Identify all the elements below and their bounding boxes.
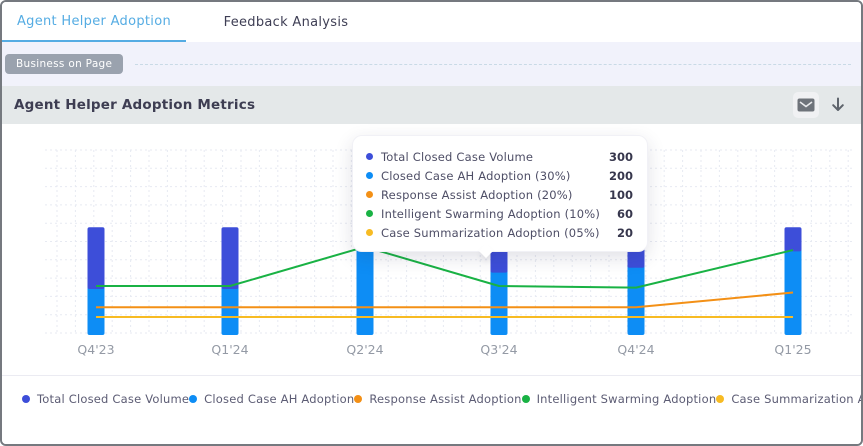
legend-label: Case Summarization Adoption <box>731 392 861 406</box>
legend-item[interactable]: Closed Case AH Adoption <box>189 392 354 406</box>
legend-dot-icon <box>354 395 363 403</box>
tooltip-series-label: Closed Case AH Adoption (30%) <box>381 168 571 183</box>
bar-total-closed-case-volume[interactable] <box>87 227 105 289</box>
legend-item[interactable]: Response Assist Adoption <box>354 392 521 406</box>
business-on-page-chip[interactable]: Business on Page <box>5 54 124 74</box>
tooltip-series-label: Response Assist Adoption (20%) <box>381 187 573 202</box>
context-strip: Business on Page <box>2 42 861 86</box>
legend-dot-icon <box>22 395 30 403</box>
tooltip-row: Total Closed Case Volume 300 <box>366 147 633 166</box>
series-dot-icon <box>366 210 373 217</box>
chart-area: Q4'23 Q1'24 Q2'24 Q3'24 Q4'24 Q1'25 Total Clo… <box>2 124 861 375</box>
chart-legend: Total Closed Case Volume Closed Case AH A… <box>2 375 861 444</box>
bar-total-closed-case-volume[interactable] <box>784 227 802 252</box>
bar-closed-case-ah-adoption[interactable] <box>87 286 105 335</box>
legend-item[interactable]: Intelligent Swarming Adoption <box>521 392 717 406</box>
legend-label: Total Closed Case Volume <box>37 392 190 406</box>
x-axis-label: Q4'24 <box>617 342 654 357</box>
legend-dot-icon <box>716 395 725 403</box>
legend-item[interactable]: Case Summarization Adoption <box>716 392 861 406</box>
series-dot-icon <box>366 172 373 179</box>
line-response-assist-adoption[interactable] <box>96 291 794 309</box>
x-axis-label: Q4'23 <box>77 342 114 357</box>
tooltip-row: Closed Case AH Adoption (30%) 200 <box>366 166 633 185</box>
tooltip-series-value: 60 <box>616 206 633 221</box>
x-axis-label: Q3'24 <box>480 342 517 357</box>
tooltip-series-label: Intelligent Swarming Adoption (10%) <box>381 206 601 221</box>
x-axis-label: Q2'24 <box>346 342 383 357</box>
tab-label: Agent Helper Adoption <box>16 13 172 29</box>
tooltip-row: Response Assist Adoption (20%) 100 <box>366 185 633 204</box>
tooltip-row: Case Summarization Adoption (05%) 20 <box>366 223 633 242</box>
tab-label: Feedback Analysis <box>223 14 349 30</box>
x-axis-label: Q1'24 <box>211 342 248 357</box>
x-axis-label: Q1'25 <box>774 342 811 357</box>
bar-closed-case-ah-adoption[interactable] <box>784 248 802 335</box>
mail-icon <box>797 98 815 112</box>
tab-agent-helper-adoption[interactable]: Agent Helper Adoption <box>2 2 186 42</box>
bar-closed-case-ah-adoption[interactable] <box>221 286 239 335</box>
tab-bar: Agent Helper Adoption Feedback Analysis <box>2 2 861 42</box>
legend-item[interactable]: Total Closed Case Volume <box>22 392 189 406</box>
bar-total-closed-case-volume[interactable] <box>221 227 239 289</box>
dashed-divider <box>135 63 851 65</box>
tooltip-series-value: 100 <box>608 187 633 202</box>
download-button[interactable] <box>825 92 851 118</box>
series-dot-icon <box>366 153 373 160</box>
legend-dot-icon <box>189 395 198 403</box>
legend-label: Closed Case AH Adoption <box>204 392 355 406</box>
tooltip-series-value: 20 <box>616 225 633 240</box>
email-button[interactable] <box>793 92 819 118</box>
download-icon <box>830 97 846 113</box>
tooltip-series-label: Total Closed Case Volume <box>381 149 534 164</box>
bar-closed-case-ah-adoption[interactable] <box>356 246 374 335</box>
series-dot-icon <box>366 191 373 198</box>
tooltip-series-value: 200 <box>608 168 633 183</box>
line-intelligent-swarming-adoption[interactable] <box>96 245 794 289</box>
series-dot-icon <box>366 229 373 236</box>
tooltip-row: Intelligent Swarming Adoption (10%) 60 <box>366 204 633 223</box>
bar-closed-case-ah-adoption[interactable] <box>490 269 508 335</box>
legend-label: Intelligent Swarming Adoption <box>536 392 717 406</box>
tooltip-series-value: 300 <box>608 149 633 164</box>
tooltip-series-label: Case Summarization Adoption (05%) <box>381 225 600 240</box>
legend-label: Response Assist Adoption <box>369 392 522 406</box>
chart-tooltip: Total Closed Case Volume 300 Closed Case A… <box>352 135 648 252</box>
bar-closed-case-ah-adoption[interactable] <box>627 264 645 335</box>
tab-feedback-analysis[interactable]: Feedback Analysis <box>186 2 386 42</box>
legend-dot-icon <box>521 395 530 403</box>
card-header: Agent Helper Adoption Metrics <box>2 86 861 124</box>
card-title: Agent Helper Adoption Metrics <box>14 97 256 113</box>
